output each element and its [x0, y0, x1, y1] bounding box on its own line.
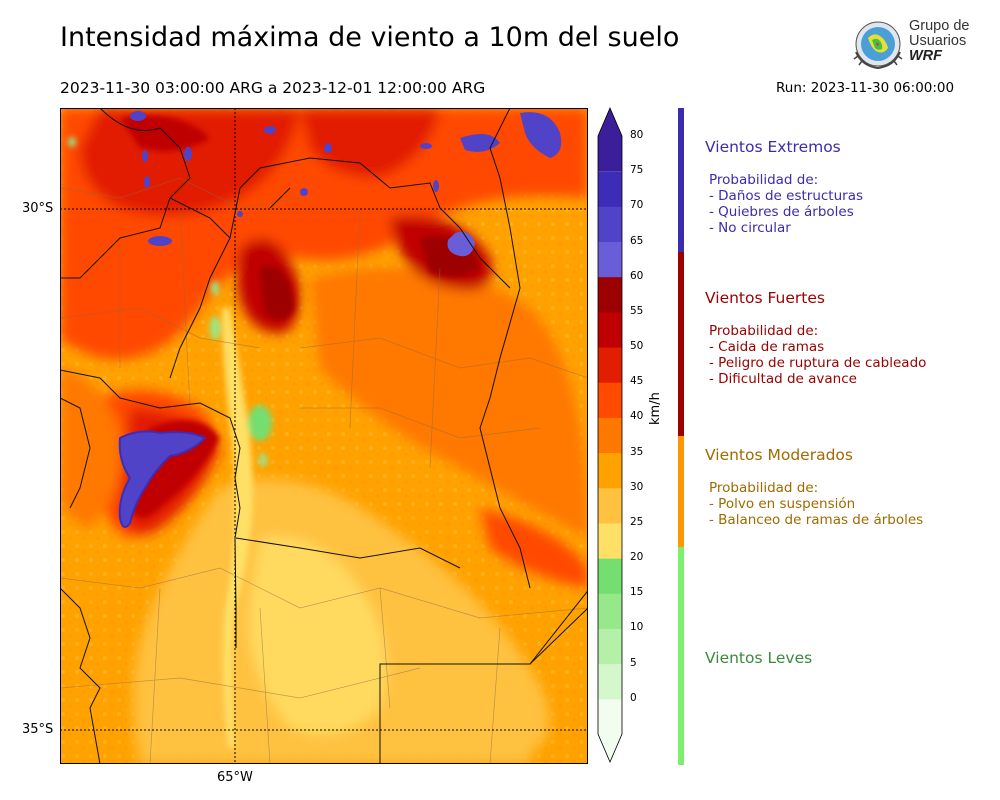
colorbar-segment — [598, 698, 622, 762]
category-title: Vientos Fuertes — [705, 289, 825, 307]
province-boundaries — [60, 108, 588, 764]
category-extreme: Vientos Extremos Probabilidad de: - Daño… — [705, 138, 995, 236]
category-line: - Balanceo de ramas de árboles — [709, 512, 924, 528]
category-line: - Daños de estructuras — [709, 188, 864, 204]
globe-logo-icon — [853, 21, 903, 70]
forecast-period: 2023-11-30 03:00:00 ARG a 2023-12-01 12:… — [60, 79, 486, 97]
colorbar-tick-label: 70 — [630, 199, 644, 212]
colorbar-tick-label: 35 — [630, 445, 644, 458]
lat-label-30s: 30°S — [22, 201, 54, 216]
category-title: Vientos Leves — [705, 649, 813, 667]
department-boundaries — [60, 177, 588, 764]
logo-line-1: Grupo de — [909, 18, 970, 34]
logo-line-3: WRF — [909, 48, 943, 64]
category-line: - Peligro de ruptura de cableado — [709, 355, 927, 371]
colorbar-segment — [598, 663, 622, 700]
category-line: Probabilidad de: — [709, 172, 819, 188]
colorbar-segment — [598, 382, 622, 418]
category-light: Vientos Leves — [705, 649, 995, 683]
category-line: - No circular — [709, 220, 791, 236]
logo-line-2: Usuarios — [909, 33, 967, 49]
category-line: - Polvo en suspensión — [709, 496, 856, 512]
colorbar-segment — [598, 628, 622, 665]
colorbar-tick-label: 0 — [630, 691, 637, 704]
colorbar-tick-label: 10 — [630, 621, 644, 634]
colorbar-tick-label: 75 — [630, 164, 644, 177]
category-title: Vientos Extremos — [705, 138, 841, 156]
colorbar-tick-label: 80 — [630, 129, 644, 141]
graticule — [60, 108, 588, 764]
category-bar-segment — [678, 547, 684, 765]
wind-intensity-map — [60, 108, 588, 764]
colorbar-tick-label: 25 — [630, 515, 644, 528]
colorbar-segment — [598, 276, 622, 313]
colorbar-segment — [598, 206, 622, 243]
colorbar-segment — [598, 241, 622, 278]
colorbar-segment — [598, 347, 622, 383]
category-line: - Quiebres de árboles — [709, 204, 854, 220]
colorbar-tick-label: 50 — [630, 340, 644, 353]
colorbar-segment — [598, 108, 622, 172]
category-line: Probabilidad de: — [709, 323, 819, 339]
colorbar-unit: km/h — [648, 392, 663, 425]
colorbar-tick-label: 65 — [630, 234, 644, 247]
colorbar-segment — [598, 171, 622, 207]
colorbar-tick-label: 15 — [630, 586, 644, 599]
category-bar-segment — [678, 252, 684, 436]
colorbar-tick-label: 30 — [630, 480, 644, 493]
category-title: Vientos Moderados — [705, 446, 853, 464]
colorbar-segment — [598, 487, 622, 524]
category-line: - Caida de ramas — [709, 339, 825, 355]
category-moderate: Vientos Moderados Probabilidad de: - Pol… — [705, 446, 995, 528]
wrf-users-logo: Grupo de Usuarios WRF — [850, 18, 970, 72]
category-strong: Vientos Fuertes Probabilidad de: - Caida… — [705, 289, 995, 387]
colorbar-tick-label: 5 — [630, 656, 637, 669]
colorbar-tick-label: 40 — [630, 410, 644, 423]
colorbar-segment — [598, 311, 622, 348]
colorbar-segment — [598, 558, 622, 594]
colorbar-tick-label: 60 — [630, 269, 644, 282]
colorbar-tick-label: 55 — [630, 304, 644, 317]
colorbar-tick-label: 20 — [630, 551, 644, 564]
colorbar-segment — [598, 593, 622, 629]
map-title: Intensidad máxima de viento a 10m del su… — [60, 22, 680, 53]
colorbar-tick-label: 45 — [630, 375, 644, 388]
category-bar-segment — [678, 108, 684, 252]
run-timestamp: Run: 2023-11-30 06:00:00 — [776, 80, 955, 96]
category-line: - Dificultad de avance — [709, 371, 857, 387]
colorbar-segment — [598, 522, 622, 559]
extreme-wind-cores — [118, 111, 562, 528]
lat-label-35s: 35°S — [22, 722, 54, 737]
colorbar-segment — [598, 452, 622, 489]
lon-label-65w: 65°W — [217, 770, 253, 785]
colorbar-segment — [598, 417, 622, 454]
wind-colorbar — [597, 106, 623, 764]
category-bar-segment — [678, 436, 684, 547]
category-line: Probabilidad de: — [709, 480, 819, 496]
